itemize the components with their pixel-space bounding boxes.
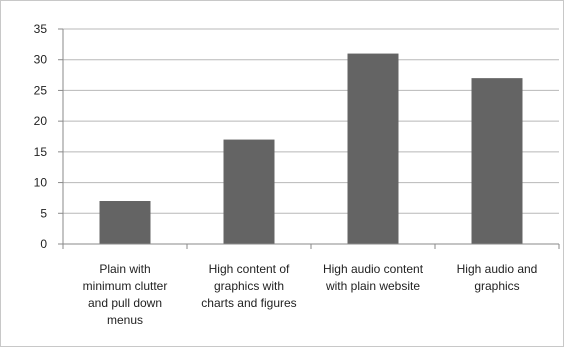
y-tick-label: 0 <box>40 237 47 251</box>
y-tick-label: 20 <box>34 114 48 128</box>
category-label-2: High content of graphics with charts and f… <box>201 262 296 310</box>
y-tick-label: 5 <box>40 206 47 220</box>
y-tick-label: 30 <box>34 53 48 67</box>
axes <box>62 29 560 249</box>
category-label-4: High audio and graphics <box>457 262 538 293</box>
y-tick-labels: 0 5 10 15 20 25 30 35 <box>34 22 63 251</box>
y-tick-label: 15 <box>34 145 48 159</box>
gridlines <box>63 28 559 214</box>
bar-2 <box>223 139 275 244</box>
y-tick-label: 10 <box>34 176 48 190</box>
bar-3 <box>347 53 399 245</box>
category-label-3: High audio content with plain website <box>323 262 424 293</box>
y-tick-label: 25 <box>34 83 48 97</box>
bar-4 <box>471 78 523 245</box>
category-label-1: Plain with minimum clutter and pull down me… <box>83 262 168 327</box>
category-labels: Plain with minimum clutter and pull down me… <box>83 262 538 327</box>
y-tick-label: 35 <box>34 22 48 36</box>
bars <box>99 53 523 245</box>
bar-1 <box>99 201 151 244</box>
